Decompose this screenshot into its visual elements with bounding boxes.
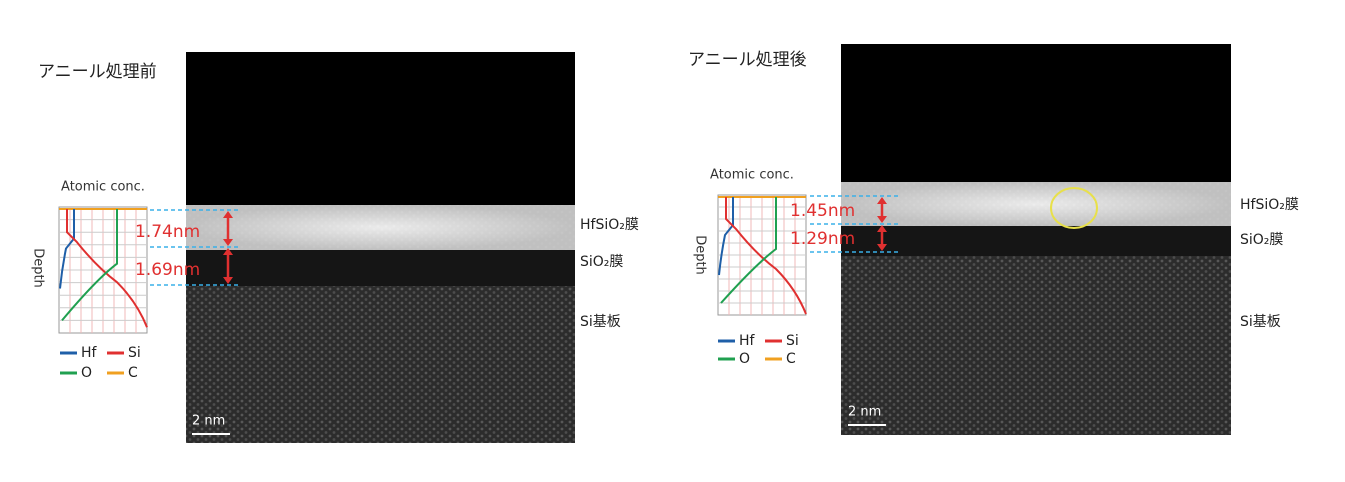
layer-label: Si基板 — [1240, 313, 1281, 330]
layer-label: HfSiO₂膜 — [1240, 197, 1299, 213]
depth-label: Depth — [31, 248, 46, 288]
tem-hfsio2 — [841, 182, 1231, 226]
thickness-label: 1.74nm — [135, 222, 200, 242]
legend-label: O — [739, 351, 750, 367]
legend-label: O — [81, 365, 92, 381]
legend-label: C — [786, 351, 796, 367]
legend-label: Si — [128, 345, 141, 361]
legend-label: Hf — [739, 333, 756, 349]
layer-label: Si基板 — [580, 313, 621, 330]
panel-title: アニール処理前 — [38, 62, 157, 82]
scale-bar-label: 2 nm — [192, 414, 225, 429]
thickness-label: 1.29nm — [790, 229, 855, 249]
layer-label: SiO₂膜 — [1240, 232, 1283, 248]
layer-label: SiO₂膜 — [580, 254, 623, 270]
panel-title: アニール処理後 — [688, 50, 807, 70]
legend-label: C — [128, 365, 138, 381]
scale-bar-label: 2 nm — [848, 405, 881, 420]
legend-label: Si — [786, 333, 799, 349]
profile-title: Atomic conc. — [710, 168, 794, 183]
tem-sio2 — [841, 226, 1231, 256]
profile-title: Atomic conc. — [61, 180, 145, 195]
layer-label: HfSiO₂膜 — [580, 217, 639, 233]
tem-vacuum — [841, 44, 1231, 182]
figure: アニール処理前 2 nm Atomic conc. Depth Hf Si O C 1.74nm… — [0, 0, 1345, 478]
tem-sio2 — [186, 250, 575, 286]
thickness-label: 1.69nm — [135, 260, 200, 280]
tem-hfsio2 — [186, 205, 575, 250]
tem-vacuum — [186, 52, 575, 205]
thickness-label: 1.45nm — [790, 201, 855, 221]
legend-label: Hf — [81, 345, 98, 361]
depth-label: Depth — [693, 235, 708, 275]
